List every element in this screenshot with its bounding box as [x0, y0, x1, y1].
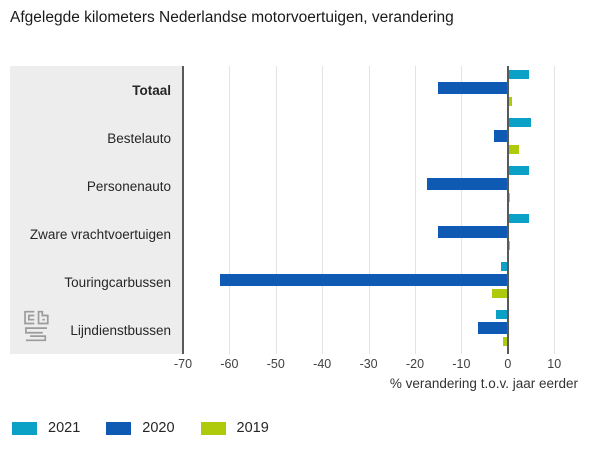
gridline--30	[368, 66, 370, 354]
x-tick-label--30: -30	[359, 357, 378, 371]
gridline-10	[554, 66, 556, 354]
x-axis-title: % verandering t.o.v. jaar eerder	[389, 376, 578, 391]
bar-totaal-2021[interactable]	[507, 70, 529, 79]
category-label-bestelauto: Bestelauto	[107, 130, 171, 146]
bar-zware-vrachtvoertuigen-2021[interactable]	[507, 214, 529, 223]
legend-swatch-2021	[12, 421, 37, 435]
legend: 2021 2020 2019	[12, 420, 295, 436]
bar-totaal-2019[interactable]	[507, 97, 513, 106]
x-tick-label-10: 10	[547, 357, 562, 371]
bar-touringcarbussen-2019[interactable]	[491, 289, 508, 298]
plot-area	[182, 66, 570, 354]
legend-item-2021[interactable]: 2021	[12, 420, 80, 436]
gridline-0	[506, 66, 509, 354]
x-tick-label--40: -40	[313, 357, 332, 371]
chart-title: Afgelegde kilometers Nederlandse motorvo…	[10, 9, 454, 26]
bar-touringcarbussen-2020[interactable]	[220, 274, 508, 286]
x-tick-label--20: -20	[405, 357, 425, 371]
bar-touringcarbussen-2021[interactable]	[500, 262, 508, 271]
bar-personenauto-2021[interactable]	[507, 166, 529, 175]
legend-label-2021: 2021	[48, 420, 81, 436]
category-label-zware-vrachtvoertuigen: Zware vrachtvoertuigen	[29, 226, 171, 242]
x-tick-label--70: -70	[173, 357, 193, 371]
x-tick-label--10: -10	[452, 357, 471, 371]
bar-bestelauto-2019[interactable]	[507, 145, 520, 154]
legend-label-2019: 2019	[236, 420, 269, 436]
category-label-touringcarbussen: Touringcarbussen	[64, 274, 171, 290]
legend-swatch-2019	[200, 421, 226, 435]
category-label-personenauto: Personenauto	[86, 178, 171, 194]
category-panel: Totaal Bestelauto Personenauto Zware vracht…	[10, 66, 183, 354]
gridline--40	[322, 66, 324, 354]
bar-personenauto-2020[interactable]	[426, 178, 508, 190]
bar-lijndienstbussen-2021[interactable]	[496, 310, 508, 319]
gridline--10	[461, 66, 463, 354]
bar-lijndienstbussen-2019[interactable]	[503, 337, 508, 346]
legend-swatch-2020	[106, 421, 132, 435]
cbs-logo-icon	[24, 310, 49, 342]
gridline--20	[415, 66, 416, 354]
gridline--60	[229, 66, 231, 354]
bar-totaal-2020[interactable]	[438, 82, 508, 94]
legend-label-2020: 2020	[142, 420, 175, 436]
x-tick-label-0: 0	[504, 357, 512, 371]
bar-bestelauto-2021[interactable]	[507, 118, 531, 127]
bar-bestelauto-2020[interactable]	[493, 130, 508, 142]
bar-lijndienstbussen-2020[interactable]	[477, 322, 508, 334]
x-tick-label--60: -60	[220, 357, 239, 371]
category-label-lijndienstbussen: Lijndienstbussen	[70, 322, 171, 338]
gridline--70	[182, 66, 184, 354]
legend-item-2019[interactable]: 2019	[200, 420, 269, 436]
bar-zware-vrachtvoertuigen-2019[interactable]	[507, 241, 511, 250]
x-tick-label--50: -50	[266, 357, 285, 371]
bar-personenauto-2019[interactable]	[507, 193, 511, 202]
bar-zware-vrachtvoertuigen-2020[interactable]	[438, 226, 508, 238]
category-label-totaal: Totaal	[132, 82, 171, 98]
legend-item-2020[interactable]: 2020	[106, 420, 175, 436]
gridline--50	[275, 66, 277, 354]
x-axis-ticks: -70 -60 -50 -40 -30 -20 -10 0 10	[174, 357, 570, 372]
